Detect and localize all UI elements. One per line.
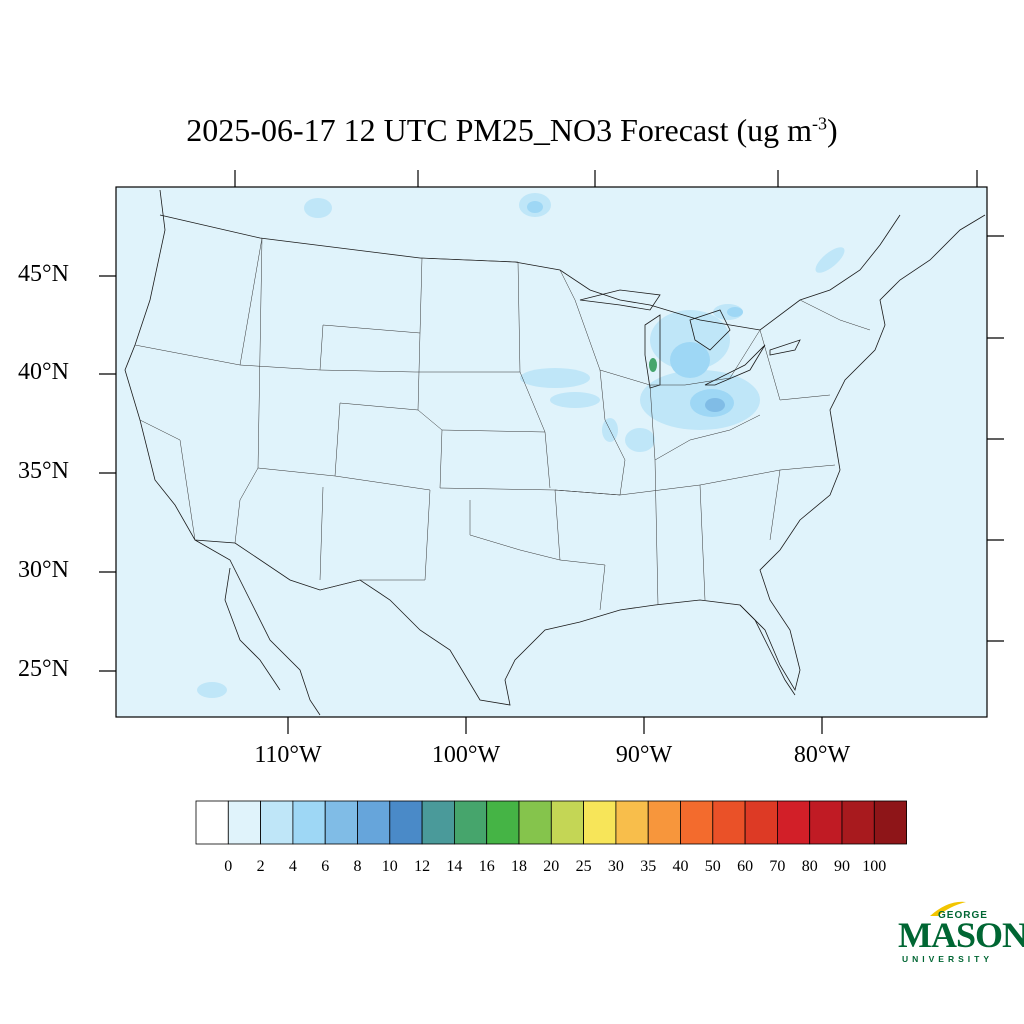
colorbar-tick-label: 16	[478, 858, 495, 875]
lat-label-40: 40°N	[18, 359, 69, 385]
colorbar-swatch	[777, 800, 811, 845]
colorbar-tick-label: 25	[575, 858, 592, 875]
colorbar-tick-label: 60	[737, 858, 754, 875]
lon-label-80: 80°W	[793, 742, 851, 768]
colorbar-swatch	[583, 800, 617, 845]
map-background	[116, 187, 987, 717]
colorbar-tick-label: 14	[446, 858, 463, 875]
logo-mason: MASON	[898, 915, 1024, 955]
title-exponent: -3	[812, 113, 828, 134]
map-frame	[115, 186, 988, 718]
colorbar-swatch	[744, 800, 778, 845]
colorbar-tick-label: 100	[862, 858, 887, 875]
colorbar-swatch	[227, 800, 262, 845]
colorbar-swatch	[680, 800, 714, 845]
lat-label-45: 45°N	[18, 261, 69, 287]
colorbar-swatch	[841, 800, 875, 845]
colorbar-swatch	[550, 800, 584, 845]
colorbar-tick-label: 8	[353, 858, 362, 875]
colorbar-swatch	[324, 800, 358, 845]
colorbar-swatch	[421, 800, 455, 845]
colorbar-swatch	[518, 800, 552, 845]
lat-label-30: 30°N	[18, 557, 69, 583]
title-close: )	[827, 112, 838, 148]
concentration-hotspot	[649, 358, 657, 372]
colorbar-tick-label: 6	[321, 858, 330, 875]
colorbar-tick-label: 90	[834, 858, 850, 875]
colorbar-tick-label: 35	[640, 858, 657, 875]
colorbar-tick-label: 12	[414, 858, 431, 875]
colorbar-tick-label: 2	[256, 858, 265, 875]
colorbar-swatch	[357, 800, 391, 845]
colorbar-swatch	[647, 800, 681, 845]
colorbar-swatch	[873, 800, 907, 845]
left-ticks	[99, 275, 116, 672]
colorbar-tick-label: 18	[511, 858, 527, 875]
colorbar-tick-label: 20	[543, 858, 560, 875]
logo-swoosh-icon	[930, 901, 966, 916]
map-title: 2025-06-17 12 UTC PM25_NO3 Forecast (ug …	[0, 112, 1024, 149]
lat-label-35: 35°N	[18, 458, 69, 484]
colorbar-tick-label: 10	[381, 858, 398, 875]
colorbar-swatch	[195, 800, 229, 845]
concentration-layer-high	[705, 398, 725, 412]
bottom-ticks	[287, 717, 823, 734]
colorbar-swatch	[260, 800, 294, 845]
colorbar-swatch	[389, 800, 423, 845]
logo-george: GEORGE	[938, 910, 988, 921]
colorbar-tick-label: 80	[801, 858, 818, 875]
colorbar-swatch	[292, 800, 326, 845]
lat-label-25: 25°N	[18, 656, 69, 682]
logo-university: UNIVERSITY	[902, 954, 994, 964]
title-text: 2025-06-17 12 UTC PM25_NO3 Forecast (ug …	[186, 112, 813, 148]
state-borders	[134, 237, 871, 611]
colorbar-swatch	[486, 800, 520, 845]
colorbar-swatch	[453, 800, 488, 845]
george-mason-logo: GEORGE MASON UNIVERSITY	[898, 898, 1024, 970]
colorbar-swatch	[809, 800, 843, 845]
colorbar-tick-label: 50	[704, 858, 721, 875]
colorbar-tick-label: 30	[607, 858, 624, 875]
colorbar-tick-label: 70	[769, 858, 786, 875]
colorbar-tick-label: 40	[672, 858, 689, 875]
colorbar-swatch	[712, 800, 746, 845]
top-ticks	[234, 170, 978, 187]
colorbar-swatch	[615, 800, 649, 845]
colorbar-tick-label: 0	[224, 858, 233, 875]
colorbar	[195, 800, 907, 845]
lon-label-90: 90°W	[615, 742, 673, 768]
lon-label-110: 110°W	[254, 742, 322, 768]
colorbar-tick-label: 4	[288, 858, 297, 875]
right-ticks	[987, 235, 1004, 642]
lon-label-100: 100°W	[431, 742, 501, 768]
